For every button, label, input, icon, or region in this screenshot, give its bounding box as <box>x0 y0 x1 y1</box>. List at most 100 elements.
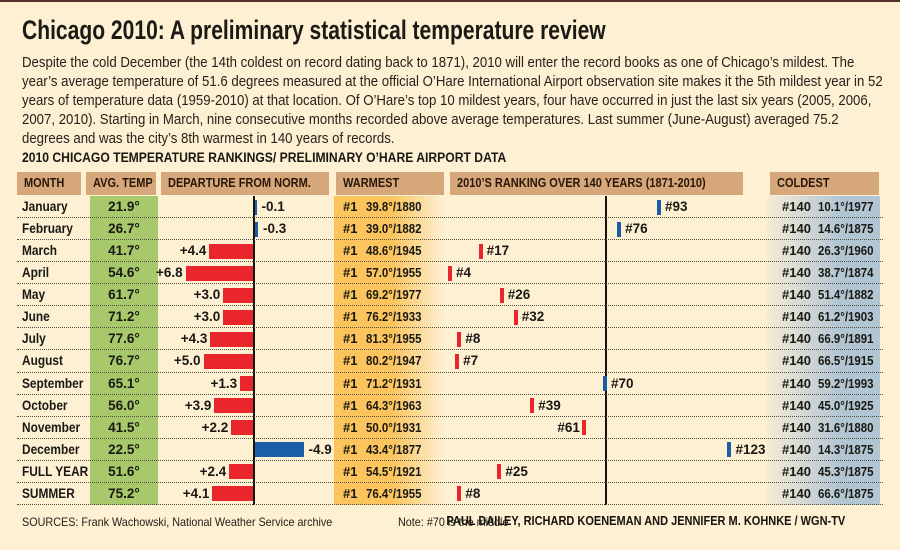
departure-value: +6.8 <box>156 265 183 281</box>
month-label: SUMMER <box>22 485 75 501</box>
avg-temp-value: 65.1° <box>108 375 140 391</box>
table-row: February 26.7° -0.3 #1 39.0°/1882 #76 #1… <box>17 218 883 241</box>
coldest-rank-number: #140 <box>782 265 811 281</box>
warmest-record-value: 81.3°/1955 <box>366 331 422 347</box>
axis-note-text: Note: #70 is the middle <box>398 515 509 529</box>
departure-bar <box>210 331 253 347</box>
departure-bar <box>255 199 257 215</box>
month-label: October <box>22 397 68 413</box>
warmest-rank-number: #1 <box>343 221 358 237</box>
ranking-marker <box>727 442 732 458</box>
column-header-coldest: COLDEST <box>770 172 879 195</box>
table-row: July 77.6° +4.3 #1 81.3°/1955 #8 #140 66… <box>17 328 883 351</box>
top-border-rule <box>0 0 900 2</box>
ranking-marker <box>530 398 535 414</box>
avg-temp-value: 21.9° <box>108 199 140 214</box>
warmest-record-value: 80.2°/1947 <box>366 353 422 369</box>
departure-value: +2.4 <box>199 463 227 479</box>
ranking-value: #26 <box>507 287 531 303</box>
coldest-rank-number: #140 <box>782 419 811 435</box>
table-row: November 41.5° +2.2 #1 50.0°/1931 #61 #1… <box>17 417 883 439</box>
ranking-value: #8 <box>465 485 481 501</box>
coldest-record-value: 61.2°/1903 <box>818 309 874 325</box>
column-header-coldest-label: COLDEST <box>777 176 830 190</box>
avg-temp-value: 77.6° <box>108 331 140 347</box>
column-header-warmest-label: WARMEST <box>343 176 400 190</box>
avg-temp-value: 22.5° <box>108 441 140 457</box>
ranking-middle-axis <box>605 196 607 505</box>
column-header-warmest: WARMEST <box>336 172 444 195</box>
warmest-record-value: 54.5°/1921 <box>366 463 422 479</box>
warmest-rank-number: #1 <box>343 463 358 479</box>
avg-temp-value: 51.6° <box>108 463 140 479</box>
warmest-record-value: 64.3°/1963 <box>366 397 422 413</box>
ranking-value: #76 <box>625 221 648 237</box>
ranking-value: #70 <box>611 375 634 391</box>
ranking-value: #8 <box>465 331 481 347</box>
avg-temp-value: 76.7° <box>108 353 140 369</box>
coldest-rank-number: #140 <box>782 221 811 237</box>
departure-bar <box>223 309 253 325</box>
column-header-departure-label: DEPARTURE FROM NORM. <box>168 176 311 190</box>
coldest-rank-number: #140 <box>782 375 811 391</box>
ranking-marker <box>457 331 462 347</box>
month-label: November <box>22 419 81 435</box>
departure-value: -0.3 <box>262 221 287 237</box>
column-header-month: MONTH <box>17 172 81 195</box>
month-label: July <box>22 331 46 347</box>
coldest-record-value: 10.1°/1977 <box>818 199 874 214</box>
column-header-departure: DEPARTURE FROM NORM. <box>161 172 329 195</box>
ranking-marker <box>455 353 460 369</box>
warmest-record-value: 76.2°/1933 <box>366 309 422 325</box>
warmest-rank-number: #1 <box>343 419 358 435</box>
table-row: April 54.6° +6.8 #1 57.0°/1955 #4 #140 3… <box>17 262 883 285</box>
ranking-value: #4 <box>456 265 472 281</box>
column-header-ranking-label: 2010’S RANKING OVER 140 YEARS (1871-2010… <box>457 176 706 190</box>
departure-value: +1.3 <box>210 375 238 391</box>
month-label: December <box>22 441 80 457</box>
credits-text: PAUL DAILEY, RICHARD KOENEMAN AND JENNIF… <box>446 514 845 528</box>
column-header-avg-temp-label: AVG. TEMP <box>93 176 153 190</box>
departure-zero-axis <box>253 196 255 505</box>
departure-value: +4.3 <box>180 331 208 347</box>
avg-temp-value: 26.7° <box>108 221 140 237</box>
departure-value: +4.4 <box>179 243 207 259</box>
ranking-value: #61 <box>557 419 580 435</box>
departure-value: +5.0 <box>173 353 201 369</box>
column-header-month-label: MONTH <box>24 176 65 190</box>
month-label: May <box>22 287 46 303</box>
coldest-record-value: 66.6°/1875 <box>818 485 874 501</box>
warmest-rank-number: #1 <box>343 309 358 325</box>
warmest-record-value: 39.0°/1882 <box>366 221 422 237</box>
ranking-value: #17 <box>486 243 510 259</box>
departure-value: +2.2 <box>201 419 229 435</box>
table-row: January 21.9° -0.1 #1 39.8°/1880 #93 #14… <box>17 196 883 219</box>
departure-bar <box>212 486 253 502</box>
table-body: January 21.9° -0.1 #1 39.8°/1880 #93 #14… <box>17 196 883 505</box>
table-row: September 65.1° +1.3 #1 71.2°/1931 #70 #… <box>17 373 883 395</box>
sources-text: SOURCES: Frank Wachowski, National Weath… <box>22 515 333 529</box>
avg-temp-value: 75.2° <box>108 485 140 501</box>
coldest-record-value: 14.6°/1875 <box>818 221 874 237</box>
coldest-rank-number: #140 <box>782 485 811 501</box>
warmest-record-value: 71.2°/1931 <box>366 375 422 391</box>
ranking-value: #7 <box>463 353 479 369</box>
warmest-column-band <box>334 196 444 505</box>
table-row: June 71.2° +3.0 #1 76.2°/1933 #32 #140 6… <box>17 306 883 329</box>
ranking-marker <box>657 199 662 215</box>
avg-temp-column-band <box>90 196 158 505</box>
table-row: SUMMER 75.2° +4.1 #1 76.4°/1955 #8 #140 … <box>17 483 883 505</box>
warmest-record-value: 50.0°/1931 <box>366 419 422 435</box>
month-label: FULL YEAR <box>22 463 89 479</box>
coldest-record-value: 59.2°/1993 <box>818 375 874 391</box>
ranking-value: #32 <box>521 309 545 325</box>
warmest-record-value: 76.4°/1955 <box>366 485 422 501</box>
month-label: June <box>22 309 50 325</box>
departure-value: +3.0 <box>193 309 221 325</box>
avg-temp-value: 56.0° <box>108 397 140 413</box>
coldest-record-value: 66.5°/1915 <box>818 353 874 369</box>
column-header-avg-temp: AVG. TEMP <box>86 172 156 195</box>
coldest-rank-number: #140 <box>782 243 811 259</box>
table-header-row: MONTH AVG. TEMP DEPARTURE FROM NORM. WAR… <box>17 172 883 195</box>
avg-temp-value: 71.2° <box>108 309 140 325</box>
